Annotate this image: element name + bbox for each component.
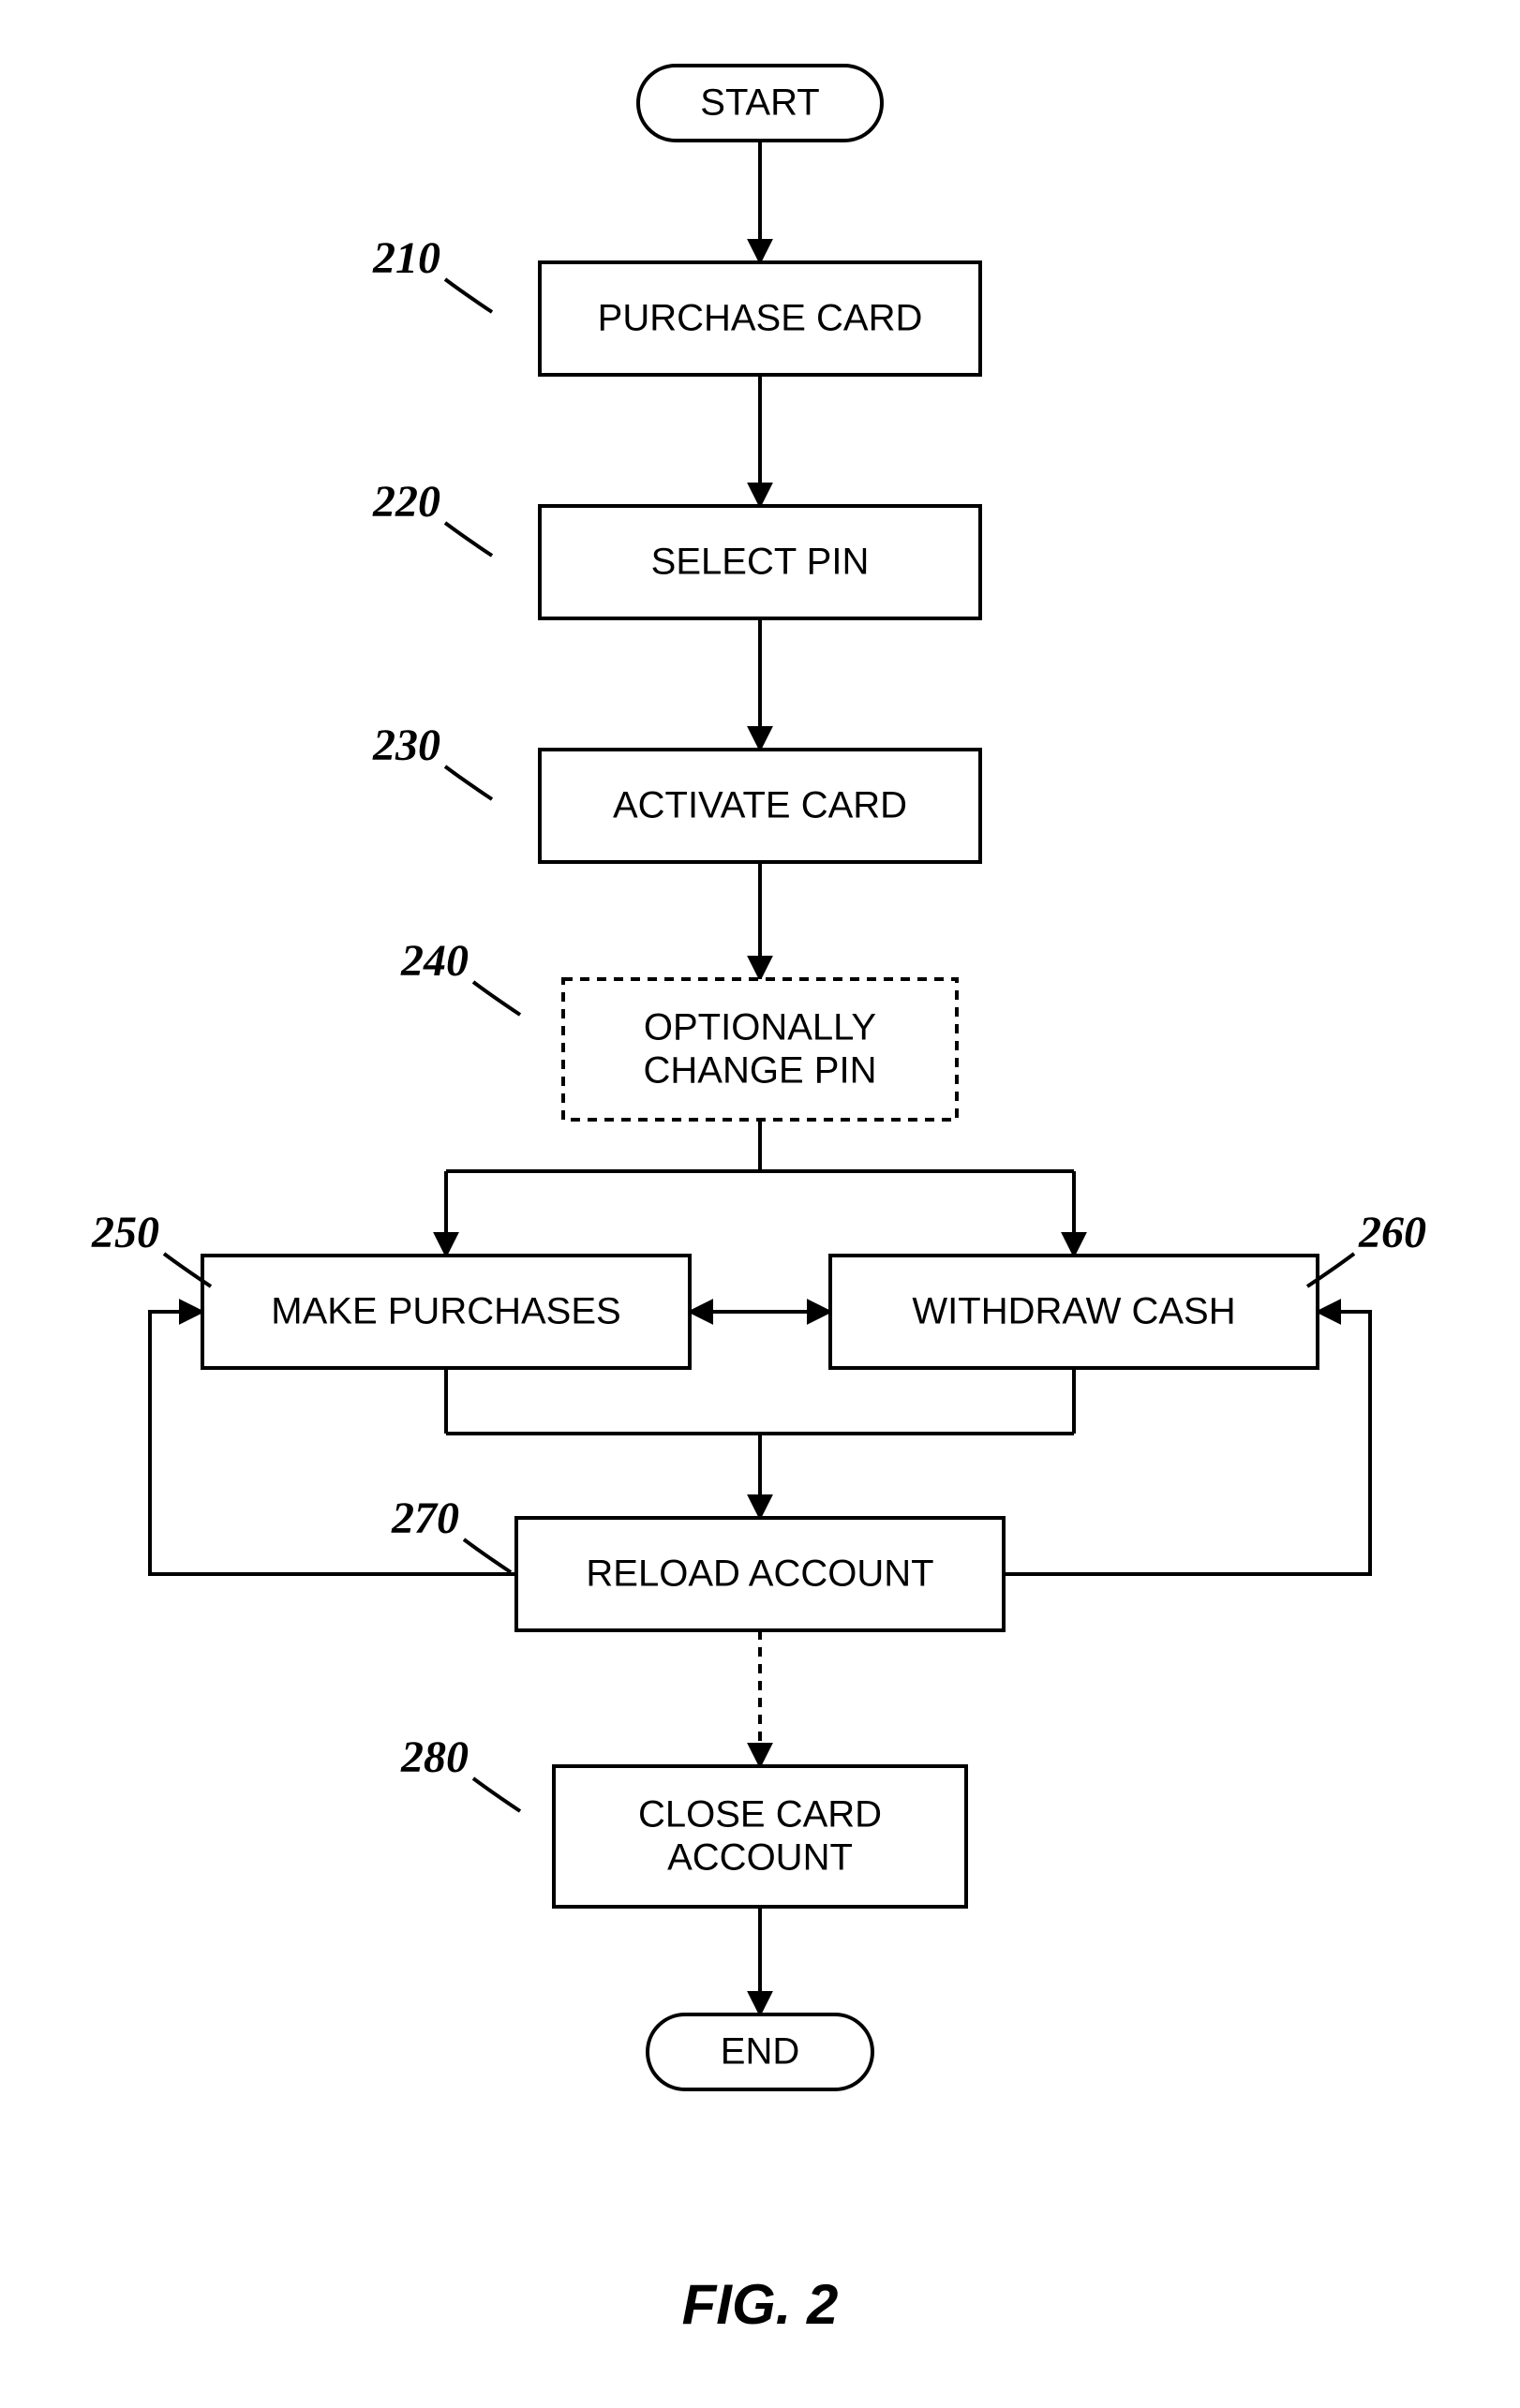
node-n260: WITHDRAW CASH 260 xyxy=(830,1208,1426,1368)
n250-label: MAKE PURCHASES xyxy=(271,1291,620,1332)
flowchart-figure-2: START PURCHASE CARD 210 SELECT PIN 220 ACTIVA… xyxy=(0,0,1520,2408)
n240-label-0: OPTIONALLY xyxy=(644,1007,876,1048)
n280-label-1: ACCOUNT xyxy=(667,1837,853,1879)
n210-label: PURCHASE CARD xyxy=(598,298,923,339)
node-end: END xyxy=(648,2014,872,2089)
n240-label-1: CHANGE PIN xyxy=(644,1050,877,1092)
node-n210: PURCHASE CARD 210 xyxy=(372,233,980,375)
n270-label: RELOAD ACCOUNT xyxy=(586,1553,933,1595)
n250-ref: 250 xyxy=(91,1208,159,1257)
n260-ref: 260 xyxy=(1358,1208,1426,1257)
node-n280: CLOSE CARDACCOUNT 280 xyxy=(400,1732,966,1907)
nodes: START PURCHASE CARD 210 SELECT PIN 220 ACTIVA… xyxy=(91,66,1426,2089)
end-label: END xyxy=(721,2031,799,2073)
node-n230: ACTIVATE CARD 230 xyxy=(372,721,980,862)
node-n240: OPTIONALLYCHANGE PIN 240 xyxy=(400,936,957,1120)
n240-ref: 240 xyxy=(400,936,469,986)
n280-label-0: CLOSE CARD xyxy=(638,1794,882,1836)
start-label: START xyxy=(700,82,819,124)
node-n270: RELOAD ACCOUNT 270 xyxy=(391,1494,1004,1630)
n260-label: WITHDRAW CASH xyxy=(912,1291,1235,1332)
node-start: START xyxy=(638,66,882,141)
node-n250: MAKE PURCHASES 250 xyxy=(91,1208,690,1368)
n220-ref: 220 xyxy=(372,477,440,527)
node-n220: SELECT PIN 220 xyxy=(372,477,980,618)
n270-ref: 270 xyxy=(391,1494,459,1543)
n230-label: ACTIVATE CARD xyxy=(613,785,907,826)
n230-ref: 230 xyxy=(372,721,440,770)
n280-ref: 280 xyxy=(400,1732,469,1782)
n220-label: SELECT PIN xyxy=(651,542,870,583)
figure-caption: FIG. 2 xyxy=(682,2273,839,2336)
n210-ref: 210 xyxy=(372,233,440,283)
